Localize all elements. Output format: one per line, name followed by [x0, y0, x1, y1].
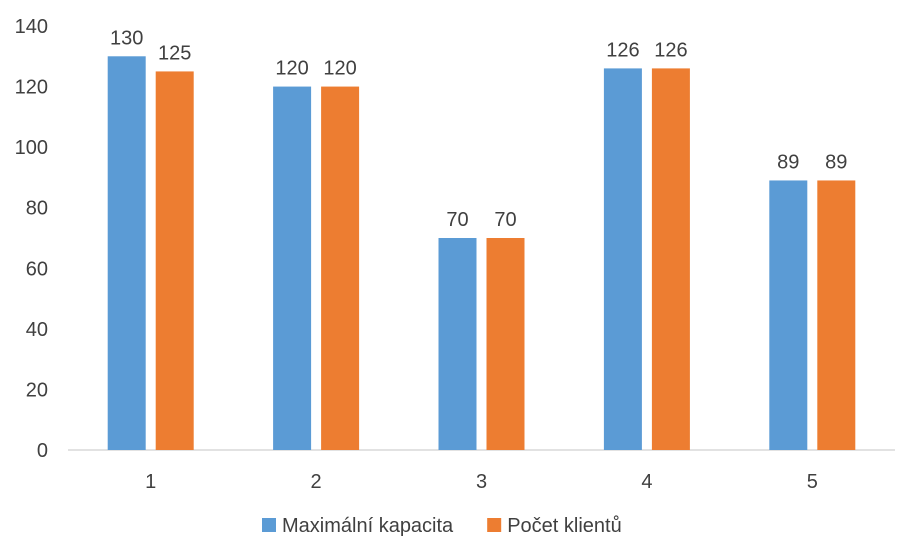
x-tick-label: 4: [641, 471, 652, 493]
legend-swatch-2: [487, 518, 502, 532]
bar-series-2: [321, 86, 360, 451]
x-tick-label: 3: [476, 471, 487, 493]
bar-series-1: [438, 238, 477, 450]
bar-series-1: [603, 68, 642, 451]
y-tick-label: 120: [15, 77, 48, 99]
x-tick-label: 5: [807, 471, 818, 493]
bar-series-1: [273, 86, 312, 451]
data-label: 130: [110, 27, 143, 49]
y-tick-label: 40: [26, 319, 48, 341]
bar-series-2: [651, 68, 690, 451]
bar-series-1: [107, 56, 146, 451]
bars-group: [107, 56, 856, 451]
data-label: 70: [446, 209, 468, 231]
data-label: 126: [606, 39, 639, 61]
data-label: 70: [494, 209, 516, 231]
legend-swatch-1: [262, 518, 276, 532]
data-label: 126: [654, 39, 687, 61]
legend: Maximální kapacita Počet klientů: [262, 515, 622, 537]
bar-series-2: [155, 71, 194, 450]
x-axis: 1 2 3 4 5: [68, 449, 895, 493]
y-tick-label: 100: [15, 137, 48, 159]
y-tick-label: 60: [26, 258, 48, 280]
bar-series-2: [817, 180, 856, 450]
data-label: 125: [158, 42, 191, 64]
data-label: 120: [275, 58, 308, 80]
legend-label: Počet klientů: [507, 515, 622, 537]
data-label: 89: [777, 151, 799, 173]
x-tick-label: 2: [311, 471, 322, 493]
y-tick-label: 0: [37, 440, 48, 462]
data-labels-group: 130 125 120 120 70 70 126 126 89 89: [110, 27, 847, 231]
y-tick-label: 140: [15, 16, 48, 38]
data-label: 120: [323, 58, 356, 80]
y-tick-label: 80: [26, 198, 48, 220]
bar-series-1: [769, 180, 808, 450]
x-tick-label: 1: [145, 471, 156, 493]
legend-label: Maximální kapacita: [282, 515, 454, 537]
bar-series-2: [486, 238, 525, 450]
y-axis: 0 20 40 60 80 100 120 140: [15, 16, 48, 462]
y-tick-label: 20: [26, 379, 48, 401]
data-label: 89: [825, 151, 847, 173]
